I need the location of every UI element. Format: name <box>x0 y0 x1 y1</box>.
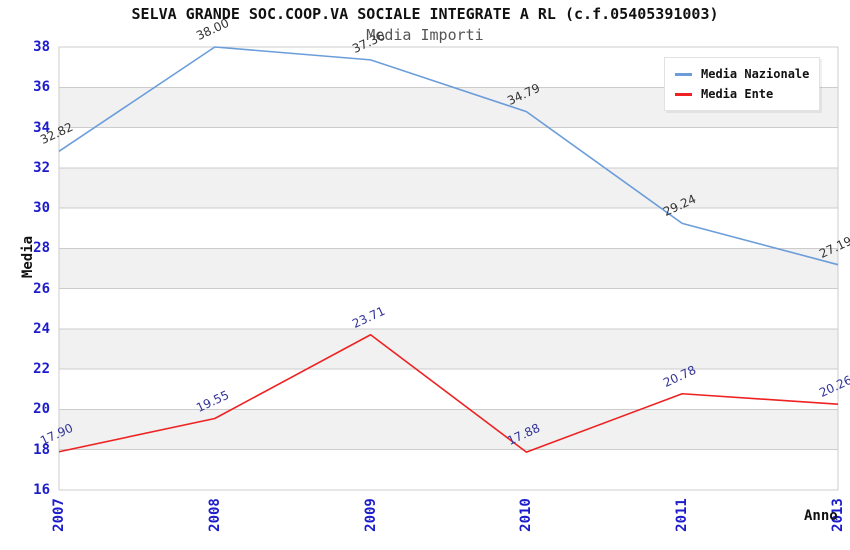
plot-band <box>59 409 838 450</box>
plot-band <box>59 288 838 329</box>
plot-band <box>59 167 838 209</box>
plot-band <box>59 449 838 490</box>
x-axis-title: Anno <box>804 508 838 524</box>
legend-label-media-ente: Media Ente <box>701 87 774 101</box>
chart-subtitle: Media Importi <box>366 26 484 44</box>
legend: Media Nazionale Media Ente <box>664 57 821 111</box>
legend-swatch-blue-line-icon <box>675 72 692 76</box>
legend-label-media-nazionale: Media Nazionale <box>701 67 810 81</box>
plot-band <box>59 208 838 249</box>
plot-band <box>59 248 838 289</box>
series-line-media-ente <box>58 333 839 453</box>
series-line-media-nazionale <box>58 46 839 266</box>
legend-item-media-nazionale: Media Nazionale <box>675 64 809 84</box>
plot-band <box>59 127 838 168</box>
y-axis-title: Media <box>20 235 36 279</box>
chart-title: SELVA GRANDE SOC.COOP.VA SOCIALE INTEGRA… <box>131 5 719 23</box>
plot-border <box>58 46 839 491</box>
legend-item-media-ente: Media Ente <box>675 84 809 104</box>
plot-band <box>59 369 838 410</box>
legend-swatch-red-line-icon <box>675 92 692 96</box>
plot-band <box>59 328 838 370</box>
